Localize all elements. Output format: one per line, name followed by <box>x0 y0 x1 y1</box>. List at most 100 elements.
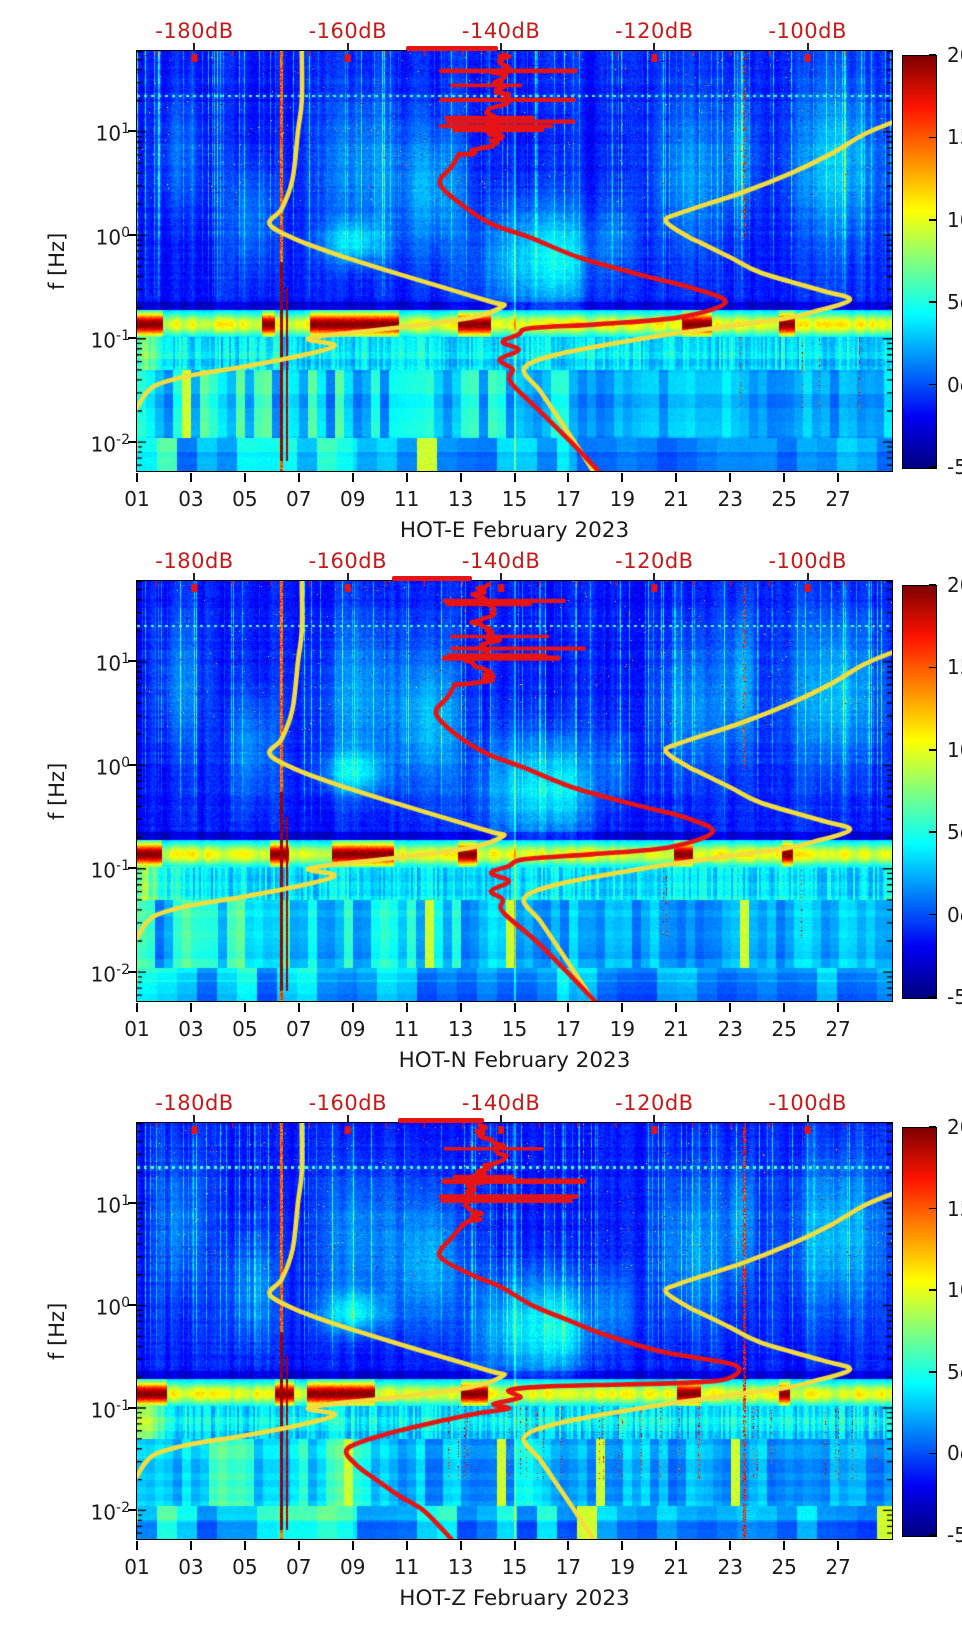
y-tick-label: 10-1 <box>58 326 130 351</box>
colorbar <box>902 1127 937 1537</box>
y-tick-label: 100 <box>58 753 130 778</box>
x-tick-label: 17 <box>555 1555 582 1579</box>
y-tick-base: 10 <box>95 225 122 250</box>
colorbar <box>902 55 937 469</box>
x-tick-label: 23 <box>717 1017 743 1041</box>
x-tick-mark <box>459 1540 462 1550</box>
top-axis-tick <box>500 43 503 50</box>
spectrogram-hot-e <box>135 49 893 472</box>
y-tick-exponent: -2 <box>116 1499 130 1516</box>
x-tick-label: 25 <box>771 487 797 511</box>
colorbar <box>902 585 937 999</box>
x-tick-label: 05 <box>232 487 258 511</box>
colorbar-tick-label: 10dB <box>947 737 962 762</box>
y-tick-label: 101 <box>58 119 130 144</box>
colorbar-tick-mark <box>929 1207 936 1210</box>
y-tick-exponent: 0 <box>121 1295 130 1312</box>
x-tick-label: 07 <box>286 1017 312 1041</box>
x-tick-mark <box>351 1540 354 1550</box>
x-tick-label: 07 <box>286 487 312 511</box>
x-tick-label: 25 <box>771 1555 797 1579</box>
x-tick-mark <box>405 1002 408 1012</box>
x-tick-mark <box>297 1002 300 1012</box>
x-tick-label: 01 <box>124 1017 150 1041</box>
top-axis-tick <box>193 43 196 50</box>
y-tick-base: 10 <box>95 1193 122 1218</box>
colorbar-tick-label: -5dB <box>947 1523 962 1547</box>
x-tick-label: 15 <box>501 1555 528 1579</box>
y-tick-exponent: -1 <box>116 858 130 875</box>
colorbar-tick-label: 20dB <box>947 573 962 597</box>
x-tick-label: 09 <box>339 1555 366 1579</box>
x-tick-label: 27 <box>825 487 851 511</box>
x-tick-label: 11 <box>393 487 420 511</box>
y-tick-mark <box>128 1304 136 1307</box>
colorbar-tick-label: 0dB <box>947 1441 962 1466</box>
top-axis-db-label: -160dB <box>308 1091 387 1115</box>
x-tick-mark <box>405 472 408 482</box>
top-axis-tick <box>806 1115 809 1122</box>
y-tick-exponent: 1 <box>121 651 130 668</box>
median-overbar <box>398 1118 484 1123</box>
x-tick-mark <box>243 1002 246 1012</box>
x-tick-mark <box>729 472 732 482</box>
top-axis-tick <box>346 43 349 50</box>
y-tick-base: 10 <box>90 432 117 457</box>
colorbar-tick-mark <box>929 1534 936 1536</box>
top-axis-tick <box>193 1115 196 1122</box>
colorbar-tick-mark <box>929 54 936 56</box>
figure-root: f [Hz] HOT-E February 2023 -180dB -160dB -… <box>40 16 962 1615</box>
top-axis-tick <box>346 1115 349 1122</box>
x-tick-mark <box>675 472 678 482</box>
x-tick-mark <box>567 472 570 482</box>
x-tick-mark <box>675 1540 678 1550</box>
top-axis-db-label: -100dB <box>768 1091 847 1115</box>
top-axis-tick <box>346 573 349 580</box>
x-tick-mark <box>567 1540 570 1550</box>
x-tick-label: 21 <box>663 1555 690 1579</box>
panel-title: HOT-N February 2023 <box>398 1048 631 1073</box>
top-axis-db-label: -140dB <box>461 1091 541 1115</box>
x-tick-label: 13 <box>447 1017 474 1041</box>
y-tick-mark <box>128 970 136 973</box>
x-tick-label: 27 <box>825 1017 851 1041</box>
x-tick-label: 09 <box>339 1017 366 1041</box>
colorbar-tick-mark <box>929 913 936 916</box>
y-tick-label: 10-1 <box>58 856 130 881</box>
y-tick-mark <box>128 337 136 340</box>
x-tick-mark <box>459 1002 462 1012</box>
x-tick-mark <box>459 472 462 482</box>
y-tick-exponent: 0 <box>121 224 130 241</box>
x-tick-label: 15 <box>501 1017 528 1041</box>
x-tick-label: 21 <box>663 1017 690 1041</box>
colorbar-tick-label: 10dB <box>947 207 962 232</box>
y-tick-mark <box>128 763 136 766</box>
y-tick-mark <box>128 1201 136 1204</box>
x-tick-mark <box>621 472 624 482</box>
x-tick-label: 09 <box>339 487 366 511</box>
colorbar-tick-mark <box>929 666 936 669</box>
x-tick-label: 03 <box>178 487 204 511</box>
top-axis-db-label: -120dB <box>615 549 694 573</box>
colorbar-tick-label: 20dB <box>947 43 962 67</box>
colorbar-tick-label: 0dB <box>947 902 962 927</box>
colorbar-tick-label: 20dB <box>947 1115 962 1139</box>
x-tick-label: 03 <box>178 1017 204 1041</box>
x-tick-label: 15 <box>501 487 528 511</box>
x-tick-mark <box>513 472 516 482</box>
x-tick-mark <box>136 1540 138 1550</box>
x-tick-label: 13 <box>447 487 474 511</box>
y-tick-base: 10 <box>95 1295 122 1320</box>
x-tick-mark <box>351 472 354 482</box>
y-tick-exponent: 0 <box>121 754 130 771</box>
top-axis-db-label: -180dB <box>155 19 234 43</box>
x-tick-mark <box>837 472 840 482</box>
x-tick-label: 17 <box>555 1017 582 1041</box>
x-tick-label: 01 <box>124 487 150 511</box>
y-axis-label: f [Hz] <box>45 232 69 290</box>
top-axis-tick <box>500 1115 503 1122</box>
colorbar-tick-mark <box>929 584 936 586</box>
x-tick-label: 21 <box>663 487 690 511</box>
y-tick-base: 10 <box>90 1398 117 1423</box>
x-tick-mark <box>621 1540 624 1550</box>
